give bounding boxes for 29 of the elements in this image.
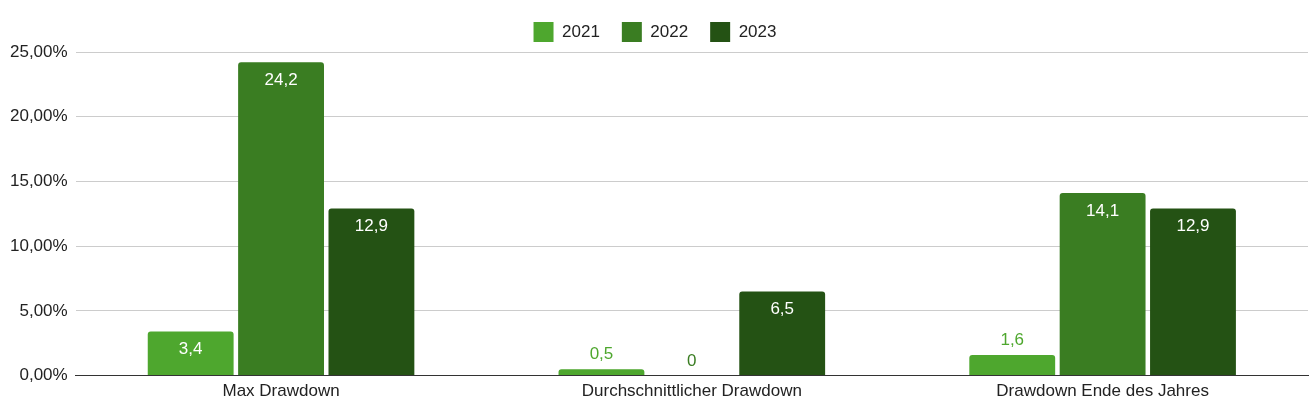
data-label: 12,9 <box>354 216 388 236</box>
legend-label: 2021 <box>562 21 600 41</box>
bar <box>1150 208 1236 376</box>
bar <box>328 208 415 376</box>
bar <box>739 291 826 376</box>
y-tick-label: 0,00% <box>19 365 68 385</box>
bar <box>969 354 1056 376</box>
bar <box>1059 193 1146 376</box>
data-label: 0 <box>687 350 697 370</box>
x-tick-label: Drawdown Ende des Jahres <box>996 381 1209 401</box>
x-tick-label: Max Drawdown <box>222 381 340 401</box>
legend-label: 2022 <box>650 21 689 41</box>
y-tick-label: 20,00% <box>9 106 68 126</box>
data-label: 1,6 <box>1000 330 1025 350</box>
y-tick-label: 25,00% <box>9 41 68 61</box>
data-label: 12,9 <box>1176 216 1210 236</box>
data-label: 6,5 <box>770 299 795 319</box>
bar <box>147 331 234 376</box>
data-label: 0,5 <box>589 344 614 364</box>
y-tick-label: 5,00% <box>19 300 68 320</box>
data-label: 3,4 <box>178 339 203 359</box>
y-tick-label: 10,00% <box>9 235 68 255</box>
bar <box>558 369 645 376</box>
y-tick-label: 15,00% <box>9 171 68 191</box>
data-label: 24,2 <box>264 70 298 90</box>
legend-label: 2023 <box>738 21 777 41</box>
bar <box>238 62 324 376</box>
x-tick-label: Durchschnittlicher Drawdown <box>581 381 802 401</box>
data-label: 14,1 <box>1086 200 1120 220</box>
